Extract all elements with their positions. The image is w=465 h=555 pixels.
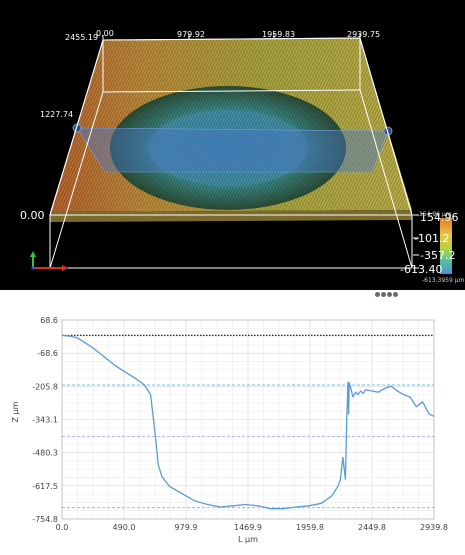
y-tick-zero-label: 0.00 bbox=[20, 209, 45, 222]
axis-triad-icon bbox=[30, 251, 68, 271]
colorbar-top-label: 154.96 μm bbox=[419, 211, 452, 218]
y-tick-label: -343.1 bbox=[32, 416, 58, 425]
cut-plane[interactable] bbox=[76, 127, 389, 173]
bounding-box bbox=[49, 37, 413, 269]
x-tick-label: 1959.8 bbox=[296, 523, 324, 532]
y-tick-label: 68.6 bbox=[40, 316, 58, 325]
colorbar bbox=[440, 218, 452, 274]
x-tick-label: 2939.8 bbox=[420, 523, 448, 532]
reference-lines bbox=[62, 334, 434, 509]
z-tick-label-2: -357.2 bbox=[420, 249, 456, 262]
x-axis-label: L μm bbox=[238, 535, 258, 544]
pane-splitter[interactable] bbox=[0, 290, 465, 298]
cut-plane-handle-left[interactable] bbox=[72, 123, 82, 133]
x-tick-label: 490.0 bbox=[113, 523, 136, 532]
z-tick-label-3: -613.40 bbox=[400, 263, 443, 276]
chart-series bbox=[61, 334, 435, 510]
y-tick-label: -617.5 bbox=[32, 482, 58, 491]
x-tick-label-0: 0.00 bbox=[96, 29, 114, 38]
chart-grid bbox=[61, 319, 435, 520]
terrain-front-face bbox=[50, 210, 412, 222]
3d-viewer[interactable]: 2455.19 0.00 979.92 1959.83 2939.75 1227… bbox=[0, 0, 465, 290]
y-tick-label: -480.3 bbox=[32, 449, 58, 458]
terrain-texture bbox=[50, 38, 412, 212]
z-tick-label-1: -101.2 bbox=[414, 232, 450, 245]
splitter-grip-dot bbox=[387, 292, 392, 297]
x-tick-label: 0.0 bbox=[56, 523, 69, 532]
y-tick-mid-label: 1227.74 bbox=[40, 110, 74, 119]
y-tick-label: -68.6 bbox=[37, 349, 58, 358]
x-tick-label-3: 2939.75 bbox=[347, 30, 381, 39]
y-tick-label: -205.8 bbox=[32, 382, 58, 391]
x-tick-label-1: 979.92 bbox=[177, 30, 205, 39]
y-tick-label: -754.8 bbox=[32, 515, 58, 524]
3d-scene[interactable] bbox=[0, 0, 465, 290]
chart-tick-labels: 0.0 490.0 979.9 1469.9 1959.8 2449.8 2939.8 68.… bbox=[32, 316, 448, 532]
splitter-grip-dot bbox=[381, 292, 386, 297]
x-tick-label: 979.9 bbox=[175, 523, 198, 532]
plot-frame bbox=[61, 319, 435, 520]
x-tick-label-2: 1959.83 bbox=[262, 30, 296, 39]
profile-series-line bbox=[61, 334, 435, 510]
z-tick-label-0: 154.96 bbox=[420, 211, 459, 224]
profile-chart[interactable]: 0.0 490.0 979.9 1469.9 1959.8 2449.8 2939.8 68.… bbox=[0, 298, 465, 555]
x-tick-label: 2449.8 bbox=[358, 523, 386, 532]
y-axis-label: Z μm bbox=[11, 401, 20, 422]
splitter-grip-dot bbox=[375, 292, 380, 297]
x-tick-label: 1469.9 bbox=[234, 523, 262, 532]
colorbar-bottom-label: -613.3959 μm bbox=[422, 277, 465, 284]
y-tick-top-label: 2455.19 bbox=[65, 33, 99, 42]
splitter-grip-dot bbox=[393, 292, 398, 297]
profile-chart-svg[interactable]: 0.0 490.0 979.9 1469.9 1959.8 2449.8 2939.8 68.… bbox=[0, 298, 465, 555]
axis-ticks bbox=[102, 33, 419, 269]
